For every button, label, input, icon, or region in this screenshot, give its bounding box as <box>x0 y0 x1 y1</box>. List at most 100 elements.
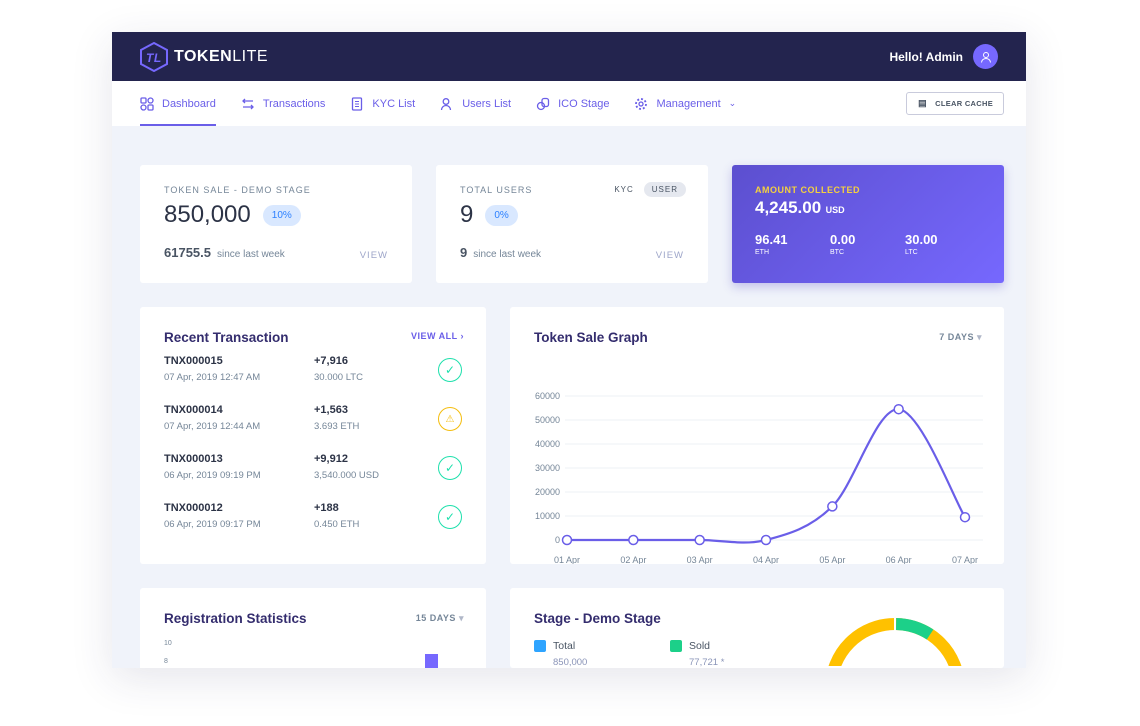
btc-unit: BTC <box>830 249 844 256</box>
data-point <box>561 534 573 546</box>
sold-legend-swatch <box>670 640 682 652</box>
tx-paid: 30.000 LTC <box>314 372 363 383</box>
nav-label: Users List <box>462 97 512 110</box>
nav-users-list[interactable]: Users List <box>440 81 511 126</box>
y-tick-label: 20000 <box>535 487 560 497</box>
tx-date: 06 Apr, 2019 09:17 PM <box>164 519 261 530</box>
x-tick-label: 01 Apr <box>554 555 580 564</box>
tx-id: TNX000015 <box>164 355 223 367</box>
total-users-value: 9 <box>460 201 474 228</box>
y-tick-label: 10000 <box>535 511 560 521</box>
tab-user[interactable]: USER <box>643 182 686 197</box>
registration-statistics-card: Registration Statistics 15 DAYS ▾ 10 8 <box>140 588 486 668</box>
clear-cache-label: CLEAR CACHE <box>935 99 993 108</box>
ltc-unit: LTC <box>905 249 918 256</box>
card-label: TOTAL USERS <box>460 185 533 195</box>
y-tick-label: 40000 <box>535 439 560 449</box>
eth-value: 96.41 <box>755 232 788 247</box>
tx-amount: +188 <box>314 502 339 514</box>
caret-down-icon: ▾ <box>976 332 982 342</box>
gear-icon <box>635 97 648 110</box>
total-label: Total <box>553 640 576 652</box>
tx-id: TNX000012 <box>164 502 223 514</box>
clear-cache-button[interactable]: ▤ CLEAR CACHE <box>906 92 1004 115</box>
user-avatar[interactable] <box>973 44 998 69</box>
users-icon <box>441 97 452 110</box>
since-label: since last week <box>473 249 542 260</box>
x-tick-label: 04 Apr <box>753 555 779 564</box>
tx-date: 07 Apr, 2019 12:44 AM <box>164 421 261 432</box>
check-icon: ✓ <box>438 358 462 382</box>
data-point <box>827 501 838 512</box>
tab-kyc[interactable]: KYC <box>614 185 634 194</box>
nav-label: ICO Stage <box>558 97 610 110</box>
transaction-row[interactable]: TNX000015 07 Apr, 2019 12:47 AM +7,916 30.… <box>164 355 462 404</box>
stage-card: Stage - Demo Stage Total 850,000 Sold 77,7… <box>510 588 1004 668</box>
tx-date: 06 Apr, 2019 09:19 PM <box>164 470 261 481</box>
transaction-row[interactable]: TNX000012 06 Apr, 2019 09:17 PM +188 0.450… <box>164 502 462 551</box>
range-dropdown[interactable]: 7 DAYS ▾ <box>939 332 982 343</box>
coins-icon <box>536 97 550 110</box>
amount-unit: USD <box>825 205 845 215</box>
nav-management[interactable]: Management ⌄ <box>634 81 736 126</box>
caret-down-icon: ▾ <box>458 613 464 623</box>
view-link[interactable]: VIEW <box>359 250 388 261</box>
percent-badge: 10% <box>262 204 301 226</box>
range-label: 7 DAYS <box>939 332 974 342</box>
y-tick-label: 50000 <box>535 415 560 425</box>
y-tick: 10 <box>164 640 172 647</box>
nav-label: KYC List <box>372 97 416 110</box>
since-value: 9 <box>460 245 468 260</box>
chevron-down-icon: ⌄ <box>728 98 737 108</box>
x-tick-label: 02 Apr <box>620 555 646 564</box>
check-icon: ✓ <box>438 505 462 529</box>
top-bar: TL TOKENLITE Hello! Admin <box>112 32 1026 81</box>
data-point <box>893 403 904 415</box>
nav-ico-stage[interactable]: ICO Stage <box>536 81 609 126</box>
range-label: 15 DAYS <box>415 613 456 623</box>
view-all-link[interactable]: VIEW ALL › <box>411 331 464 341</box>
total-legend-swatch <box>534 640 546 652</box>
y-tick-label: 0 <box>555 535 560 545</box>
range-dropdown[interactable]: 15 DAYS ▾ <box>416 613 464 624</box>
x-tick-label: 03 Apr <box>687 555 713 564</box>
x-tick-label: 06 Apr <box>886 555 912 564</box>
tx-date: 07 Apr, 2019 12:47 AM <box>164 372 261 383</box>
y-tick-label: 60000 <box>535 391 560 401</box>
logo[interactable]: TL TOKENLITE <box>140 41 268 72</box>
tx-amount: +9,912 <box>314 453 348 465</box>
tx-amount: +7,916 <box>314 355 348 367</box>
nav-dashboard[interactable]: Dashboard <box>140 81 216 126</box>
registration-bar <box>425 654 438 668</box>
card-title: Registration Statistics <box>164 611 307 626</box>
y-tick-label: 30000 <box>535 463 560 473</box>
tx-paid: 3,540.000 USD <box>314 470 379 481</box>
greeting: Hello! Admin <box>889 49 963 64</box>
amount-collected-card: AMOUNT COLLECTED 4,245.00 USD 96.41 ETH 0… <box>732 165 1004 283</box>
nav-transactions[interactable]: Transactions <box>241 81 325 126</box>
nav-label: Management <box>656 97 721 110</box>
view-all-label: VIEW ALL <box>411 331 458 341</box>
main-nav: Dashboard Transactions KYC List Users Li… <box>112 81 1026 126</box>
token-sale-chart: 0 10000 20000 30000 40000 50000 60000 01 Apr 02 … <box>535 391 983 564</box>
eth-unit: ETH <box>755 249 769 256</box>
x-tick-label: 07 Apr <box>952 555 978 564</box>
app-window: TL TOKENLITE Hello! Admin Dashboard Tran… <box>112 32 1026 668</box>
card-label: TOKEN SALE - DEMO STAGE <box>164 185 311 195</box>
data-point <box>628 534 639 546</box>
transaction-row[interactable]: TNX000014 07 Apr, 2019 12:44 AM +1,563 3.6… <box>164 404 462 453</box>
brand-bold: TOKEN <box>174 47 233 65</box>
view-link[interactable]: VIEW <box>655 250 684 261</box>
tx-id: TNX000013 <box>164 453 223 465</box>
nav-kyc-list[interactable]: KYC List <box>350 81 415 126</box>
since-label: since last week <box>217 249 285 260</box>
data-point <box>760 534 772 546</box>
nav-label: Dashboard <box>162 97 216 110</box>
clipboard-icon: ▤ <box>918 98 927 108</box>
transaction-row[interactable]: TNX000013 06 Apr, 2019 09:19 PM +9,912 3,5… <box>164 453 462 502</box>
check-icon: ✓ <box>438 456 462 480</box>
since-value: 61755.5 <box>164 245 211 260</box>
transaction-list: TNX000015 07 Apr, 2019 12:47 AM +7,916 30.… <box>164 355 462 551</box>
series-line <box>567 408 966 544</box>
total-value: 850,000 <box>553 657 588 668</box>
